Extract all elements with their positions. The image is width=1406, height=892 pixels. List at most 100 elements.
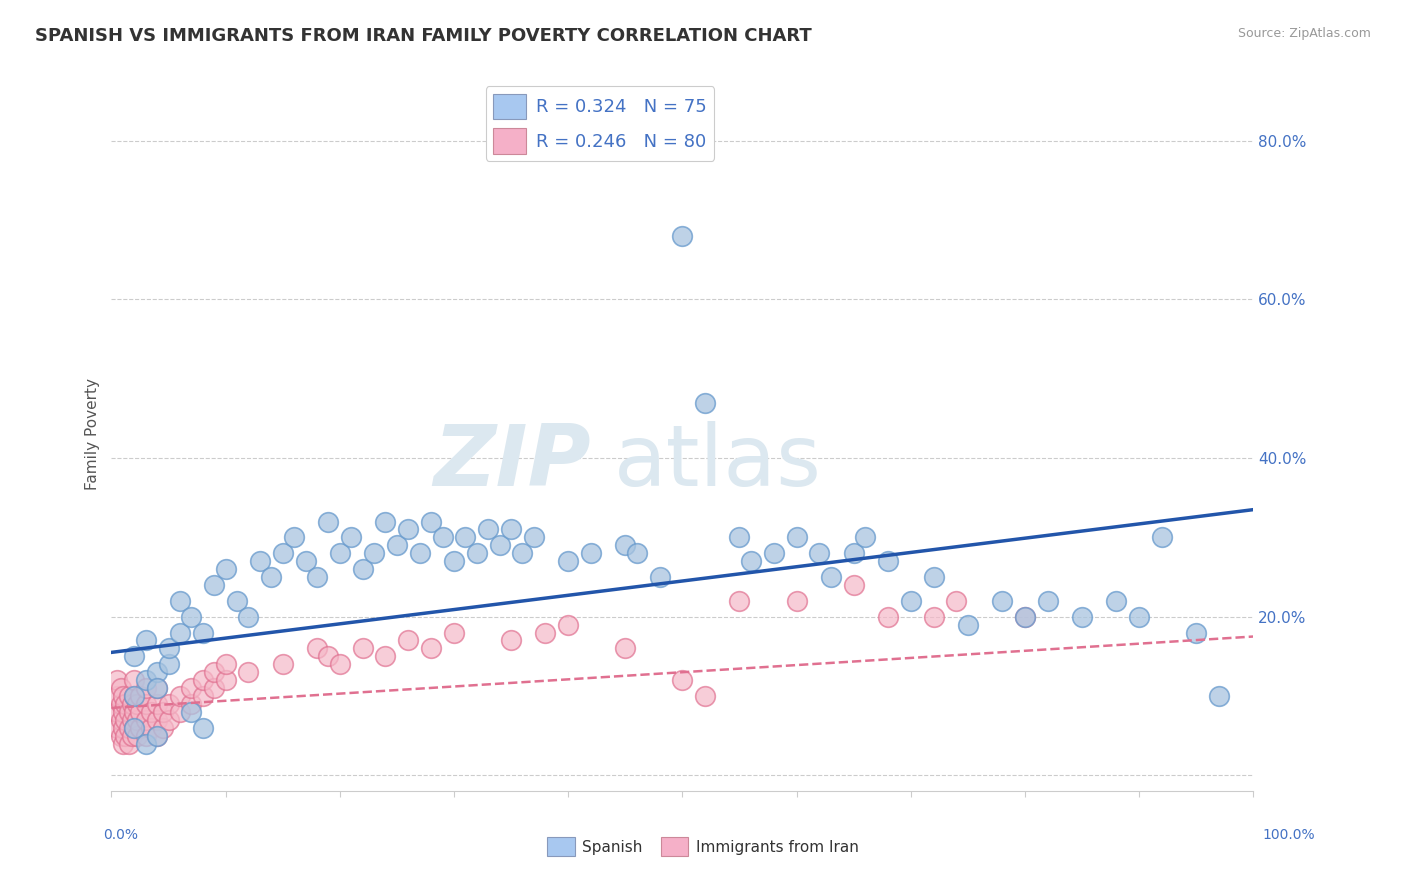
Point (135, 673, 157, 687)
Point (557, 617, 579, 632)
Point (305, 641, 328, 656)
Point (1105, 594, 1128, 608)
Point (991, 594, 1014, 608)
Point (363, 546, 385, 560)
Point (465, 546, 488, 560)
Point (922, 570, 945, 584)
Point (271, 657, 294, 672)
Point (671, 229, 693, 244)
Point (105, 673, 128, 687)
Point (477, 523, 499, 537)
Point (180, 705, 202, 719)
Point (121, 713, 143, 727)
Point (146, 729, 169, 743)
Point (146, 697, 169, 711)
Point (117, 705, 139, 719)
Point (249, 554, 271, 568)
Point (152, 705, 174, 719)
Point (329, 657, 352, 672)
Point (135, 737, 157, 751)
Point (111, 705, 134, 719)
Point (110, 697, 132, 711)
Point (122, 705, 145, 719)
Point (110, 729, 132, 743)
Point (374, 515, 396, 529)
Point (125, 713, 148, 727)
Point (271, 546, 294, 560)
Point (488, 538, 510, 552)
Point (1128, 609, 1150, 624)
Point (146, 729, 169, 743)
Point (117, 721, 139, 735)
Text: ZIP: ZIP (433, 421, 591, 504)
Point (114, 697, 136, 711)
Point (105, 721, 128, 735)
Point (135, 729, 157, 743)
Point (340, 530, 363, 544)
Point (786, 530, 808, 544)
Text: atlas: atlas (614, 421, 823, 504)
Point (135, 697, 157, 711)
Point (191, 721, 214, 735)
Point (956, 617, 979, 632)
Point (671, 673, 693, 687)
Point (214, 657, 236, 672)
Point (152, 721, 174, 735)
Point (169, 625, 191, 640)
Point (499, 523, 522, 537)
Point (626, 546, 648, 560)
Point (146, 665, 169, 680)
Point (695, 395, 717, 409)
Point (191, 689, 214, 703)
Point (579, 546, 602, 560)
Point (214, 562, 236, 576)
Point (842, 546, 865, 560)
Point (146, 713, 169, 727)
Point (420, 515, 443, 529)
Point (180, 609, 202, 624)
Point (499, 633, 522, 648)
Point (557, 554, 579, 568)
Point (114, 713, 136, 727)
Point (226, 594, 249, 608)
Point (157, 657, 180, 672)
Point (122, 689, 145, 703)
Point (141, 705, 163, 719)
Point (157, 697, 180, 711)
Point (409, 546, 432, 560)
Point (762, 546, 785, 560)
Point (260, 570, 283, 584)
Point (180, 681, 202, 695)
Point (117, 737, 139, 751)
Point (122, 721, 145, 735)
Point (512, 546, 534, 560)
Point (110, 713, 132, 727)
Point (374, 649, 396, 664)
Point (121, 729, 143, 743)
Point (202, 681, 225, 695)
Point (238, 665, 260, 680)
Point (114, 729, 136, 743)
Point (111, 721, 134, 735)
Point (352, 641, 374, 656)
Point (900, 594, 922, 608)
Point (122, 673, 145, 687)
Point (146, 681, 169, 695)
Point (443, 554, 465, 568)
Point (318, 649, 340, 664)
Point (294, 554, 316, 568)
Point (169, 705, 191, 719)
Point (110, 681, 132, 695)
Point (614, 641, 637, 656)
Point (122, 689, 145, 703)
Y-axis label: Family Poverty: Family Poverty (86, 378, 100, 491)
Point (385, 538, 408, 552)
Point (1208, 689, 1230, 703)
Point (614, 538, 637, 552)
Point (169, 594, 191, 608)
Point (808, 546, 831, 560)
Point (820, 570, 842, 584)
Point (146, 681, 169, 695)
Point (922, 609, 945, 624)
Legend: Spanish, Immigrants from Iran: Spanish, Immigrants from Iran (541, 831, 865, 862)
